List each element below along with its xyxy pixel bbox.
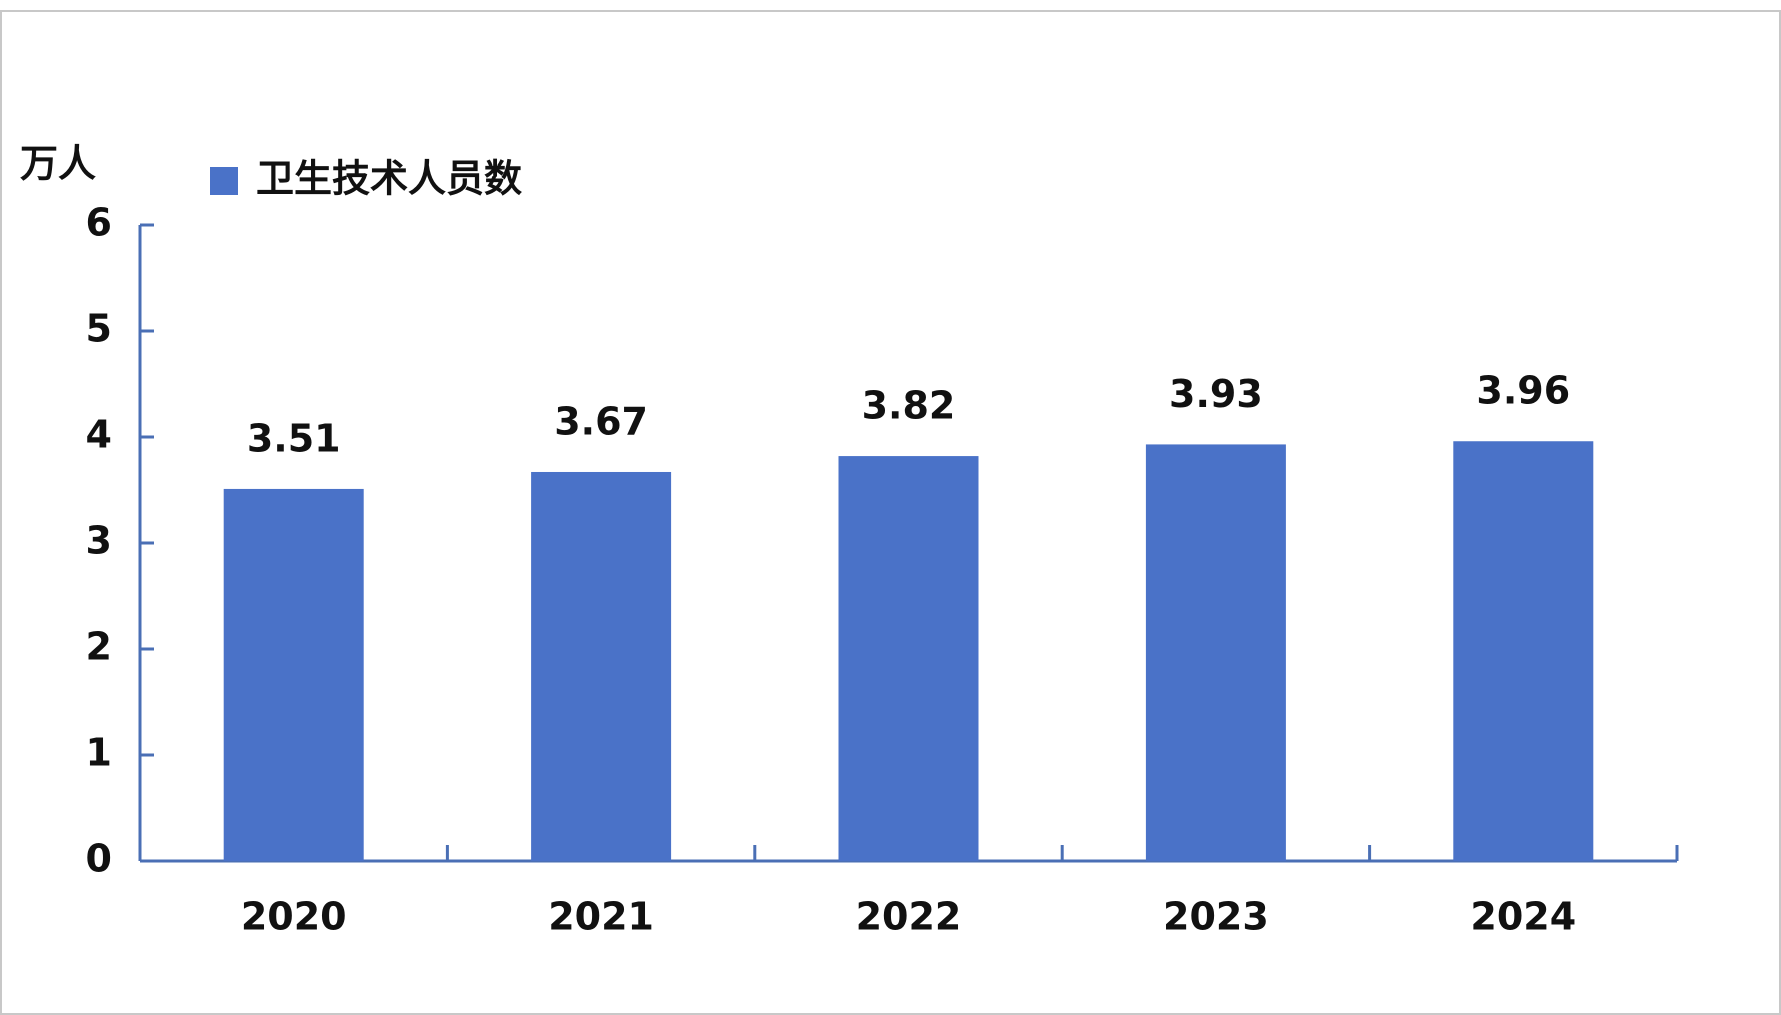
y-tick-label: 1 — [86, 731, 112, 775]
y-tick-label: 0 — [86, 837, 112, 881]
data-label: 3.96 — [1476, 369, 1570, 413]
bar — [223, 488, 364, 861]
y-tick-label: 6 — [86, 201, 112, 245]
y-axis-label: 万人 — [20, 142, 96, 186]
y-tick-label: 2 — [86, 625, 112, 669]
y-tick-label: 5 — [86, 307, 112, 351]
bar — [1453, 441, 1594, 861]
y-tick-label: 4 — [86, 413, 112, 457]
x-tick-label: 2020 — [241, 895, 347, 939]
bar — [1145, 444, 1286, 861]
x-tick-label: 2021 — [548, 895, 654, 939]
data-label: 3.67 — [554, 399, 648, 443]
y-tick-label: 3 — [86, 519, 112, 563]
bar — [838, 456, 979, 861]
bar — [531, 471, 672, 861]
data-label: 3.82 — [862, 384, 956, 428]
legend-swatch — [210, 167, 238, 195]
x-tick-label: 2022 — [856, 895, 962, 939]
x-tick-label: 2024 — [1470, 895, 1576, 939]
data-label: 3.93 — [1169, 372, 1263, 416]
legend-label: 卫生技术人员数 — [256, 157, 522, 201]
x-tick-label: 2023 — [1163, 895, 1269, 939]
data-label: 3.51 — [247, 416, 341, 460]
